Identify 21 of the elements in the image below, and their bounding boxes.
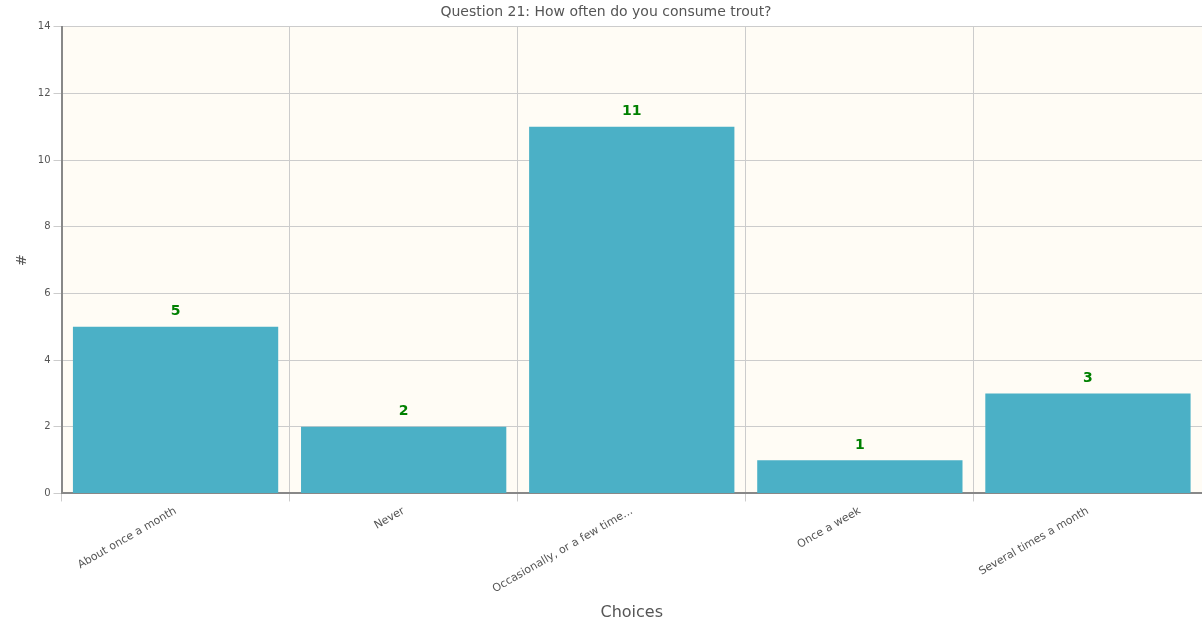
y-tick-label: 14: [37, 20, 51, 32]
y-tick-label: 4: [44, 353, 51, 365]
y-tick-label: 0: [44, 487, 51, 499]
bar: [529, 126, 735, 493]
data-label: 5: [170, 302, 181, 319]
y-tick-label: 8: [44, 220, 51, 232]
bar: [985, 393, 1191, 493]
y-tick-label: 6: [44, 287, 51, 299]
bar: [757, 460, 963, 493]
bar: [301, 426, 507, 493]
x-axis-title: Choices: [600, 601, 664, 621]
chart-title: Question 21: How often do you consume trout?: [440, 3, 772, 20]
y-axis-title: #: [13, 254, 30, 266]
y-tick-label: 10: [37, 153, 51, 165]
bar: [72, 326, 279, 493]
data-label: 1: [854, 435, 865, 452]
y-tick-label: 2: [44, 420, 51, 432]
y-tick-label: 12: [37, 87, 51, 99]
data-label: 11: [622, 102, 642, 119]
data-label: 2: [398, 402, 409, 419]
data-label: 3: [1083, 369, 1093, 386]
